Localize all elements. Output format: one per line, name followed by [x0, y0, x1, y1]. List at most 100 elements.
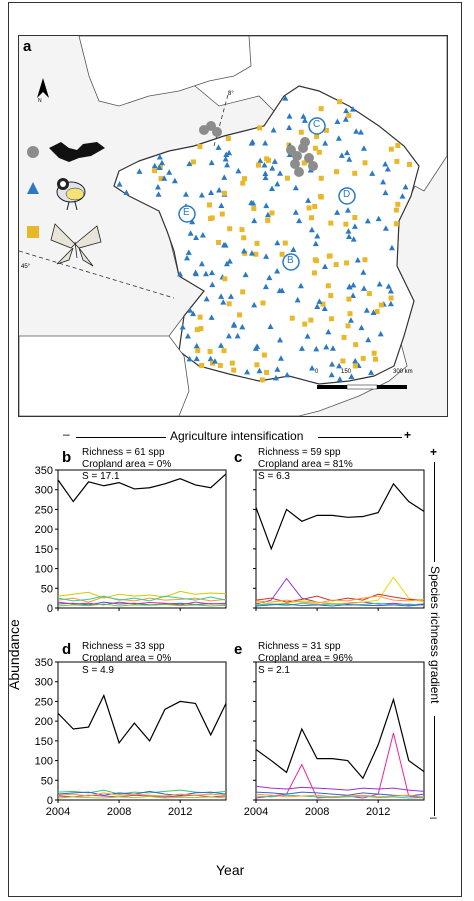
iberia-land — [19, 335, 190, 416]
bird-site-marker — [211, 358, 218, 364]
butterfly-site-marker — [312, 145, 318, 151]
bird-site-marker — [154, 183, 161, 190]
panel-c-cropland: Cropland area = 81% — [258, 459, 353, 470]
scale-tick-150: 150 — [341, 369, 352, 375]
butterfly-site-marker — [346, 296, 352, 302]
butterfly-site-marker — [254, 362, 260, 368]
y-tick-label: 200 — [35, 524, 53, 536]
butterfly-site-marker — [260, 300, 266, 306]
panel-b-frame — [57, 469, 227, 609]
panel-letter-b: b — [62, 449, 72, 466]
butterfly-site-marker — [259, 377, 265, 383]
butterfly-site-marker — [362, 257, 368, 263]
bird-site-marker — [300, 113, 307, 119]
scale-bar — [315, 378, 415, 396]
panel-e-series-line — [255, 794, 425, 799]
bird-site-marker — [234, 332, 241, 339]
bird-site-marker — [292, 184, 299, 191]
bird-site-marker — [222, 155, 229, 162]
bird-site-marker — [161, 175, 168, 181]
panel-c-frame — [255, 469, 425, 609]
panel-b-richness: Richness = 61 spp — [82, 447, 165, 458]
bird-site-marker — [380, 178, 387, 185]
map-panel: a N 45° 8° C D E B — [18, 35, 448, 417]
bird-site-marker — [171, 177, 178, 184]
bird-site-marker — [321, 305, 328, 311]
bird-site-marker — [376, 281, 383, 287]
bird-site-marker — [215, 144, 222, 150]
panel-e-plot: 2004 2008 2012 — [244, 661, 425, 818]
bird-site-marker — [357, 129, 364, 135]
bird-site-marker — [187, 307, 194, 313]
butterfly-site-marker — [309, 215, 315, 221]
bird-site-marker — [352, 357, 359, 364]
y-tick-label: 350 — [35, 657, 53, 669]
y-tick-label: 100 — [35, 564, 53, 576]
butterfly-site-marker — [318, 175, 324, 181]
bird-site-marker — [346, 156, 353, 162]
bird-site-marker — [347, 317, 354, 323]
bird-site-marker — [382, 225, 389, 231]
bird-site-marker — [298, 345, 305, 351]
butterfly-site-marker — [199, 362, 205, 368]
bird-site-marker — [208, 314, 215, 320]
butterfly-site-marker — [226, 301, 232, 307]
x-tick-label: 2004 — [46, 806, 70, 818]
y-tick-label: 0 — [47, 603, 53, 615]
gradient-top-line-right — [318, 437, 402, 438]
butterfly-site-marker — [344, 260, 350, 266]
butterfly-site-marker — [352, 170, 358, 176]
y-tick-label: 300 — [35, 485, 53, 497]
bird-site-marker — [385, 283, 392, 289]
bird-site-marker — [344, 149, 351, 156]
bird-site-marker — [274, 366, 281, 372]
bird-site-marker — [377, 330, 384, 337]
panel-b-cropland: Cropland area = 0% — [82, 459, 172, 470]
panel-e-cropland: Cropland area = 96% — [258, 653, 353, 664]
butterfly-site-marker — [284, 175, 290, 181]
butterfly-site-marker — [340, 358, 346, 364]
bird-site-marker — [218, 202, 225, 208]
butterfly-site-marker — [240, 289, 246, 295]
butterfly-site-marker — [298, 129, 304, 135]
butterfly-site-marker — [360, 355, 366, 361]
x-tick-label: 2004 — [244, 806, 268, 818]
panel-c-series-line — [255, 593, 425, 603]
butterfly-site-marker — [152, 168, 158, 174]
panel-b-series-line — [57, 590, 227, 599]
butterfly-site-marker — [314, 133, 320, 139]
bird-site-marker — [220, 299, 227, 305]
bird-site-marker — [184, 333, 191, 339]
bird-site-marker — [384, 166, 391, 172]
bird-site-marker — [177, 270, 184, 277]
butterfly-site-marker — [320, 301, 326, 307]
bird-site-marker — [193, 270, 200, 277]
bird-site-marker — [190, 310, 197, 317]
butterfly-site-marker — [337, 99, 343, 105]
bird-site-marker — [187, 230, 194, 236]
bat-site-marker — [300, 137, 310, 147]
gradient-side-line-bottom — [434, 716, 435, 816]
bird-site-marker — [151, 162, 158, 169]
bird-site-marker — [296, 217, 303, 224]
bird-site-marker — [228, 293, 235, 299]
scale-tick-300: 300 km — [393, 369, 413, 375]
bird-site-marker — [368, 369, 375, 375]
panel-e-series-line — [255, 793, 425, 798]
bird-site-marker — [329, 361, 336, 367]
bird-site-marker — [226, 149, 233, 156]
bird-site-marker — [226, 258, 233, 264]
panel-d-s: S = 4.9 — [82, 665, 114, 676]
butterfly-site-marker — [261, 352, 267, 358]
butterfly-site-marker — [253, 251, 259, 257]
bird-site-marker — [336, 376, 343, 382]
panel-b-s: S = 17.1 — [82, 471, 120, 482]
butterfly-site-marker — [325, 283, 331, 289]
bird-site-marker — [336, 362, 343, 369]
bird-site-marker — [345, 228, 352, 234]
butterfly-site-marker — [346, 113, 352, 119]
bird-site-marker — [323, 343, 330, 350]
region-label-b: B — [287, 255, 294, 266]
bird-site-marker — [375, 215, 382, 222]
butterfly-site-marker — [195, 348, 201, 354]
